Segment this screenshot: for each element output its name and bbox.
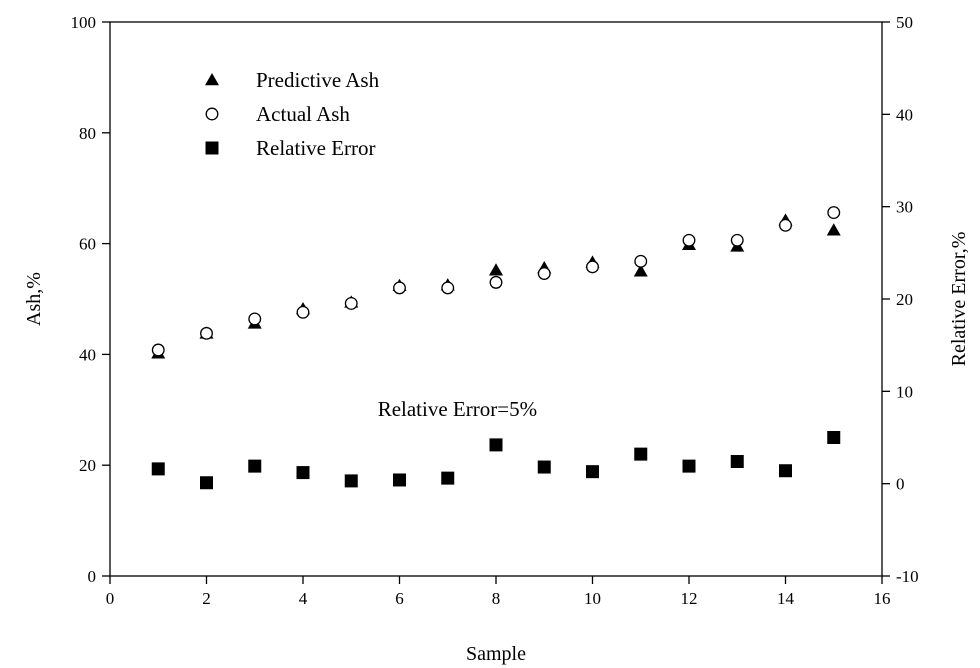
y-tick-label: 100 <box>71 13 97 32</box>
y-tick-label: 40 <box>79 345 96 364</box>
data-point <box>634 447 648 461</box>
y2-axis-title: Relative Error,% <box>948 232 970 367</box>
y2-tick-label: 0 <box>896 475 905 494</box>
y-axis-left: 0 20 40 60 80 100 <box>71 13 110 586</box>
legend-item: Actual Ash <box>205 102 350 126</box>
legend-label: Actual Ash <box>256 102 350 126</box>
y2-tick-label: 20 <box>896 290 913 309</box>
legend-item: Relative Error <box>205 136 376 160</box>
data-point <box>586 465 599 479</box>
x-tick-label: 10 <box>584 589 601 608</box>
data-point <box>393 281 406 295</box>
data-point <box>537 460 551 474</box>
data-point <box>682 459 696 473</box>
data-point <box>634 254 648 268</box>
x-tick-label: 16 <box>874 589 891 608</box>
legend-label: Predictive Ash <box>256 68 380 92</box>
y2-tick-label: 30 <box>896 198 913 217</box>
data-point <box>344 474 358 488</box>
y-tick-label: 80 <box>79 124 96 143</box>
data-point <box>296 466 310 480</box>
x-tick-label: 14 <box>777 589 795 608</box>
data-point <box>248 459 262 473</box>
y-tick-label: 20 <box>79 456 96 475</box>
data-point <box>730 455 744 469</box>
x-tick-label: 12 <box>681 589 698 608</box>
annotation-relative-error: Relative Error=5% <box>378 397 537 421</box>
data-point <box>827 431 841 444</box>
data-point <box>537 267 551 280</box>
data-point <box>779 464 792 478</box>
x-tick-label: 8 <box>492 589 501 608</box>
data-point <box>779 218 792 232</box>
y2-tick-label: 10 <box>896 382 913 401</box>
x-axis-title: Sample <box>466 643 526 665</box>
y2-tick-label: 40 <box>896 105 913 124</box>
y-tick-label: 0 <box>88 567 97 586</box>
x-tick-label: 6 <box>395 589 404 608</box>
data-point <box>489 438 503 452</box>
legend-marker <box>205 141 219 155</box>
x-tick-label: 0 <box>106 589 115 608</box>
series-relative-error <box>151 431 841 490</box>
data-point <box>586 260 599 274</box>
data-point <box>633 264 648 277</box>
data-point <box>826 223 841 236</box>
data-point <box>200 476 213 490</box>
plot-border <box>109 21 883 577</box>
y-axis-title: Ash,% <box>23 272 45 326</box>
data-point <box>248 312 262 326</box>
data-point <box>441 281 455 295</box>
series-actual-ash <box>151 206 841 357</box>
x-axis: 0 2 4 6 8 10 12 14 16 <box>106 576 891 608</box>
data-point <box>489 275 503 289</box>
x-tick-label: 2 <box>202 589 211 608</box>
data-point <box>344 296 358 310</box>
legend-marker <box>205 107 219 121</box>
legend: Predictive Ash Actual Ash Relative Error <box>205 68 380 160</box>
data-point <box>296 305 310 319</box>
data-marks <box>151 206 841 490</box>
data-point <box>151 462 165 476</box>
data-point <box>200 326 213 340</box>
legend-marker <box>205 73 219 86</box>
data-point <box>827 206 841 220</box>
data-point <box>489 263 503 276</box>
y-tick-label: 60 <box>79 235 96 254</box>
legend-item: Predictive Ash <box>205 68 380 92</box>
data-point <box>151 343 165 357</box>
y2-tick-label: 50 <box>896 13 913 32</box>
data-point <box>441 471 455 485</box>
y2-tick-label: -10 <box>896 567 919 586</box>
data-point <box>730 233 744 247</box>
data-point <box>682 233 696 247</box>
x-tick-label: 4 <box>299 589 308 608</box>
y-axis-right: -10 0 10 20 30 40 50 <box>882 13 919 586</box>
legend-label: Relative Error <box>256 136 376 160</box>
data-point <box>393 473 406 487</box>
plot-frame <box>109 21 883 577</box>
